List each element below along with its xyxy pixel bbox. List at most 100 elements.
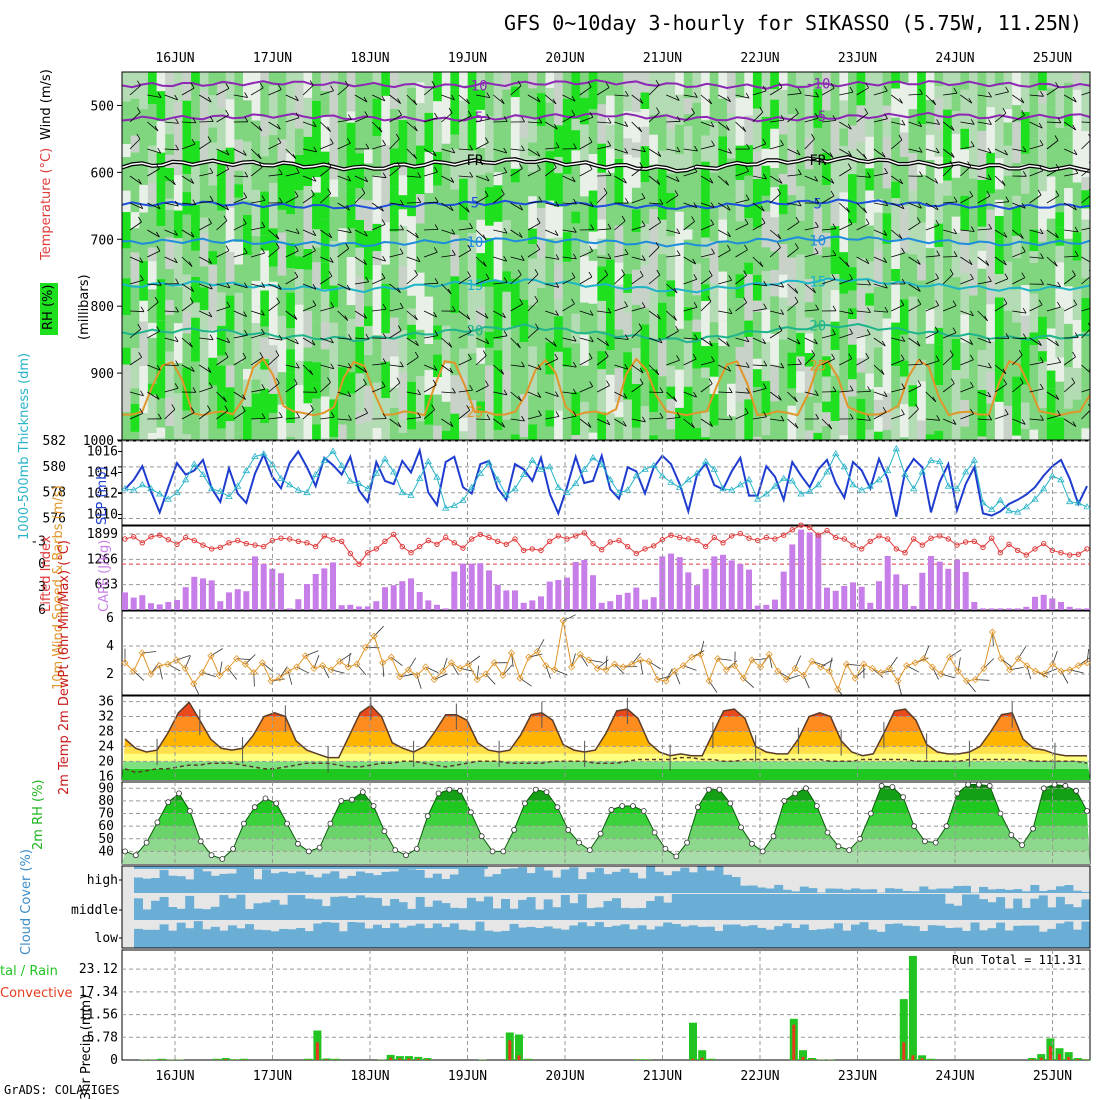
- wind10-point: [336, 657, 344, 665]
- rh-cell: [597, 255, 607, 267]
- rh-cell: [450, 234, 460, 277]
- wind-barb-flag: [364, 407, 368, 414]
- cloud-cell: [424, 906, 434, 920]
- cloud-cell: [458, 868, 468, 893]
- wind-barb-flag: [917, 380, 922, 386]
- wind-barb-flag: [1005, 333, 1010, 339]
- rh-cell: [208, 385, 218, 431]
- rh-cell: [873, 72, 884, 118]
- wind-barb: [787, 221, 800, 231]
- wind-barb: [406, 202, 421, 204]
- wind-barb: [942, 418, 957, 425]
- y-tick-label: 576: [43, 512, 66, 527]
- rh-cell: [294, 190, 305, 237]
- rh-cell: [657, 254, 668, 280]
- wind-barb: [216, 410, 229, 420]
- wind-barb: [389, 114, 402, 123]
- rh-cell: [320, 170, 330, 220]
- wind-barb: [614, 274, 625, 285]
- cloud-cell: [740, 894, 749, 920]
- rh-cell: [243, 341, 253, 369]
- rh-cell: [130, 265, 140, 286]
- rh-cell: [433, 118, 443, 152]
- wind-barb: [181, 121, 196, 124]
- cloud-cell: [629, 908, 639, 920]
- wind-barb: [129, 221, 142, 231]
- rh-cell: [640, 308, 650, 325]
- wind-barb-flag: [900, 203, 905, 209]
- cloud-cell: [987, 928, 997, 948]
- rh-cell: [234, 184, 244, 198]
- wind-barb-flag: [188, 261, 193, 267]
- rh-cell: [433, 276, 443, 326]
- rh-cell: [251, 189, 261, 237]
- rh-cell: [294, 418, 305, 440]
- cloud-cell: [740, 926, 749, 948]
- rh-cell: [286, 292, 296, 313]
- thickness-point: [745, 476, 753, 483]
- wind-barb-flag: [156, 245, 161, 252]
- rh2m-point: [1073, 787, 1080, 794]
- wind-barb-flag: [243, 192, 248, 198]
- rh-cell: [467, 203, 477, 219]
- wind-barb-flag: [363, 378, 367, 385]
- rh-cell: [813, 89, 823, 128]
- wind10-point: [568, 663, 576, 671]
- rh-cell: [813, 365, 823, 403]
- wind-barb-flag: [140, 390, 144, 396]
- li-point: [564, 536, 570, 542]
- wind-barb-flag: [139, 408, 144, 414]
- rh-cell: [536, 377, 547, 409]
- rh-cell: [631, 437, 642, 440]
- rh-cell: [778, 120, 789, 135]
- rh-cell: [303, 418, 313, 440]
- wind-barb: [614, 418, 627, 427]
- rh-cell: [640, 210, 650, 224]
- rh-cell: [649, 134, 659, 165]
- rh-cell: [908, 72, 918, 110]
- wind-barb: [510, 229, 523, 238]
- wind-barb-flag: [571, 176, 576, 183]
- rh-cell: [701, 284, 711, 302]
- rh-cell: [943, 356, 953, 405]
- rh-cell: [260, 250, 270, 291]
- rh-cell: [675, 328, 685, 370]
- wind-barb-flag: [932, 396, 937, 403]
- wind-barb-flag: [676, 355, 680, 361]
- wind-barb-flag: [347, 362, 352, 369]
- wind-barb-flag: [414, 351, 419, 358]
- rh-cell: [709, 123, 719, 173]
- wind-barb-flag: [397, 421, 402, 428]
- li-point: [555, 533, 561, 539]
- wind-barb-flag: [399, 248, 404, 254]
- rh-cell: [450, 89, 460, 135]
- wind-barb: [372, 386, 386, 393]
- wind-barb: [1081, 91, 1090, 96]
- wind-barb: [441, 94, 455, 101]
- rh-cell: [294, 385, 305, 419]
- li-point: [295, 538, 301, 544]
- wind-barb: [320, 193, 331, 204]
- wind-barb-flag: [763, 360, 768, 367]
- wind-barb-flag: [796, 149, 801, 156]
- wind-barb-flag: [676, 228, 681, 234]
- wind-barb: [683, 418, 695, 429]
- cloud-cell: [868, 889, 878, 893]
- wind-barb: [839, 202, 850, 213]
- cloud-cell: [825, 894, 835, 920]
- wind-barb: [977, 94, 992, 98]
- wind-barb: [683, 202, 697, 208]
- wind-barb-flag: [794, 296, 799, 303]
- cloud-level-label: high: [87, 873, 118, 888]
- rh-cell: [934, 273, 944, 313]
- precip-bar-total: [386, 1054, 395, 1060]
- wind-barb-flag: [189, 297, 194, 303]
- precip-bar-total: [707, 1058, 716, 1060]
- rh-cell: [830, 290, 840, 322]
- wind-barb: [285, 276, 299, 285]
- thickness-point: [1005, 507, 1013, 514]
- wind-barb: [597, 145, 611, 150]
- wind-barb-flag: [156, 163, 160, 170]
- rh-cell: [277, 209, 287, 233]
- wind10-point: [611, 660, 619, 668]
